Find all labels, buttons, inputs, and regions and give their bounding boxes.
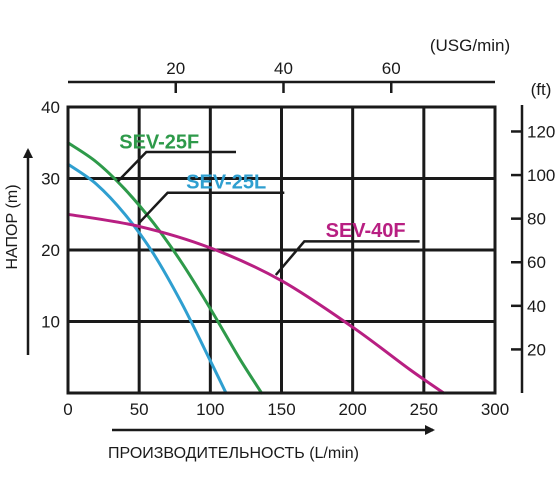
right-tick-label: 40: [527, 297, 546, 316]
right-tick-label: 60: [527, 253, 546, 272]
right-tick-label: 20: [527, 340, 546, 359]
x-axis-title: ПРОИЗВОДИТЕЛЬНОСТЬ (L/min): [108, 445, 359, 462]
right-axis-unit: (ft): [531, 80, 552, 99]
series-labels: SEV-25F SEV-25L SEV-40F: [116, 131, 420, 276]
x-tick-label: 50: [130, 400, 149, 419]
x-tick-label: 100: [196, 400, 224, 419]
top-tick-label: 60: [382, 59, 401, 78]
series-label-sev-25l: SEV-25L: [186, 172, 266, 194]
right-tick-label: 120: [527, 122, 555, 141]
series-label-sev-40f: SEV-40F: [326, 220, 406, 242]
y-tick-label: 20: [41, 241, 60, 260]
x-tick-label: 0: [63, 400, 72, 419]
leader-line-sev-40f: [274, 240, 420, 276]
leader-line-sev-25l: [138, 191, 285, 224]
series-line-sev-25f: [66, 141, 264, 395]
top-axis-unit: (USG/min): [430, 36, 510, 55]
top-tick-label: 40: [274, 59, 293, 78]
plot-frame: [66, 80, 524, 395]
top-tick-label: 20: [166, 59, 185, 78]
grid: [68, 107, 495, 393]
series-label-sev-25f: SEV-25F: [119, 131, 199, 153]
series-line-sev-25l: [66, 162, 228, 395]
x-tick-label: 150: [267, 400, 295, 419]
x-tick-label: 250: [410, 400, 438, 419]
series-line-sev-40f: [66, 212, 446, 395]
series-curves: [66, 141, 446, 395]
y-tick-label: 10: [41, 313, 60, 332]
right-tick-label: 100: [527, 166, 555, 185]
right-tick-label: 80: [527, 210, 546, 229]
leader-line-sev-25f: [116, 150, 236, 183]
y-axis-title: НАПОР (m): [4, 184, 21, 269]
y-tick-label: 30: [41, 170, 60, 189]
x-tick-label: 300: [481, 400, 509, 419]
y-tick-label: 40: [41, 98, 60, 117]
x-tick-label: 200: [338, 400, 366, 419]
tick-labels: 20 40 60 20 40 60 80 100 120 0 50 100 150 200 250 300 10…: [41, 59, 555, 419]
plot-border: [66, 105, 497, 395]
